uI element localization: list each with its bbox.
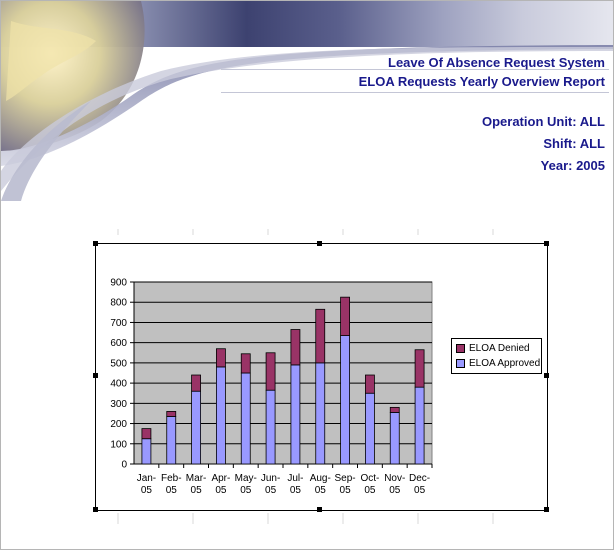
resize-handle-middle-right[interactable] bbox=[544, 373, 549, 378]
plot-area bbox=[133, 281, 433, 465]
y-tick-label: 0 bbox=[121, 460, 127, 471]
resize-handle-bottom-left[interactable] bbox=[93, 507, 98, 512]
resize-handle-bottom-center[interactable] bbox=[317, 507, 322, 512]
header-rule-top bbox=[221, 69, 609, 70]
x-tick-label: Dec-05 bbox=[409, 473, 430, 496]
x-tick-label: May-05 bbox=[235, 473, 257, 496]
y-tick-label: 800 bbox=[110, 298, 127, 309]
y-tick-label: 600 bbox=[110, 338, 127, 349]
shift-label: Shift: ALL bbox=[543, 136, 605, 151]
x-tick-label: Apr-05 bbox=[211, 473, 230, 496]
bar-approved bbox=[265, 389, 276, 465]
x-tick-label: Aug-05 bbox=[310, 473, 331, 496]
bar-denied bbox=[365, 374, 375, 394]
bar-approved bbox=[216, 366, 226, 465]
bar-approved bbox=[414, 386, 425, 465]
y-tick-label: 500 bbox=[110, 358, 127, 369]
resize-handle-top-left[interactable] bbox=[93, 241, 98, 246]
x-tick-label: Sep-05 bbox=[335, 473, 356, 496]
bar-approved bbox=[166, 416, 177, 465]
bar-approved bbox=[191, 390, 201, 465]
cell-gridlines bbox=[117, 229, 494, 524]
x-tick-label: Jul-05 bbox=[287, 473, 303, 496]
resize-handle-top-center[interactable] bbox=[317, 241, 322, 246]
x-tick-label: Jan-05 bbox=[137, 473, 156, 496]
bar-approved bbox=[365, 392, 375, 465]
x-tick-label: Feb-05 bbox=[161, 473, 182, 496]
resize-handle-middle-left[interactable] bbox=[93, 373, 98, 378]
x-tick-label: Nov-05 bbox=[384, 473, 405, 496]
resize-handle-bottom-right[interactable] bbox=[544, 507, 549, 512]
globe-graphic bbox=[1, 1, 613, 201]
header-banner: Leave Of Absence Request System ELOA Req… bbox=[1, 1, 613, 201]
header-rule-bottom bbox=[221, 92, 609, 93]
system-title: Leave Of Absence Request System bbox=[388, 55, 605, 70]
legend-item-denied: ELOA Denied bbox=[456, 341, 530, 355]
bar-approved bbox=[340, 335, 350, 465]
year-label: Year: 2005 bbox=[540, 158, 605, 173]
y-tick-label: 700 bbox=[110, 318, 127, 329]
bar-denied bbox=[216, 348, 226, 368]
x-tick-label: Jun-05 bbox=[261, 473, 280, 496]
operation-unit-label: Operation Unit: ALL bbox=[481, 114, 605, 129]
legend-label-approved: ELOA Approved bbox=[469, 357, 541, 369]
x-tick-label: Oct-05 bbox=[360, 473, 379, 496]
bar-denied bbox=[315, 308, 326, 364]
x-tick-label: Mar-05 bbox=[186, 473, 207, 496]
bar-approved bbox=[240, 372, 251, 465]
y-tick-label: 900 bbox=[110, 278, 127, 289]
bar-approved bbox=[389, 412, 400, 465]
bar-denied bbox=[141, 428, 152, 440]
y-tick-label: 200 bbox=[110, 419, 127, 430]
bar-denied bbox=[240, 353, 251, 374]
report-title: ELOA Requests Yearly Overview Report bbox=[358, 74, 605, 89]
y-tick-label: 100 bbox=[110, 439, 127, 450]
y-tick-label: 300 bbox=[110, 399, 127, 410]
bar-approved bbox=[315, 362, 326, 465]
bar-denied bbox=[340, 296, 350, 336]
y-tick-label: 400 bbox=[110, 379, 127, 390]
bar-denied bbox=[166, 411, 177, 417]
bar-denied bbox=[389, 406, 400, 413]
resize-handle-top-right[interactable] bbox=[544, 241, 549, 246]
bar-denied bbox=[414, 349, 425, 388]
legend-item-approved: ELOA Approved bbox=[456, 356, 540, 370]
bar-denied bbox=[191, 374, 201, 392]
bar-denied bbox=[265, 352, 276, 391]
legend-swatch-approved bbox=[456, 358, 465, 368]
bar-approved bbox=[290, 364, 301, 465]
chart-legend: ELOA Denied ELOA Approved bbox=[451, 338, 542, 374]
bar-approved bbox=[141, 438, 152, 465]
legend-label-denied: ELOA Denied bbox=[469, 342, 530, 354]
bar-denied bbox=[290, 329, 301, 366]
legend-swatch-denied bbox=[456, 343, 465, 353]
